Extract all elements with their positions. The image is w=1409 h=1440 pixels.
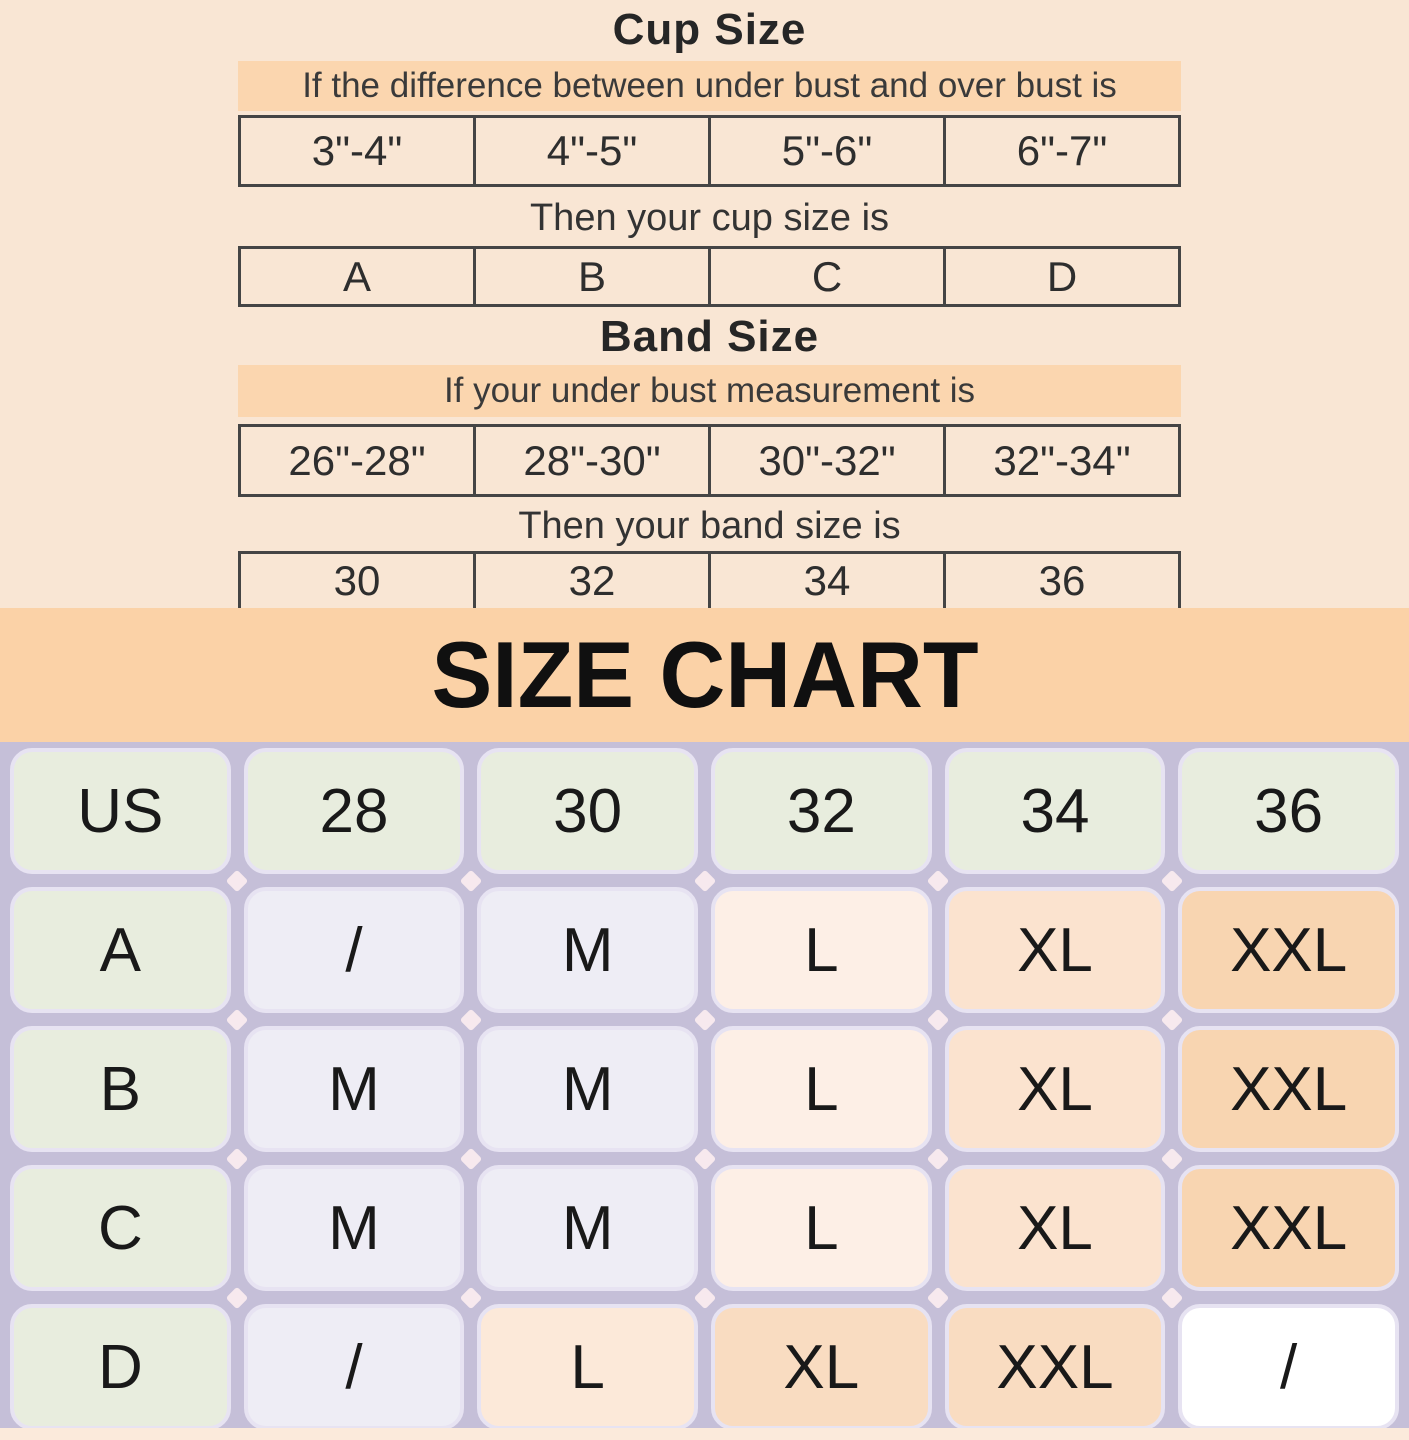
cup-result-cell: C (708, 249, 943, 304)
sparkle-diamond-icon (225, 1147, 249, 1170)
size-cell: XXL (944, 1304, 1166, 1430)
band-size-title: Band Size (599, 312, 820, 361)
size-cell: L (711, 1026, 932, 1152)
sparkle-diamond-icon (225, 1008, 249, 1031)
size-cell: / (243, 1304, 465, 1430)
band-range-cell: 26"-28" (288, 436, 426, 484)
size-cell: XXL (1178, 1165, 1399, 1291)
size-cell: M (477, 887, 698, 1013)
size-cell: L (477, 1304, 698, 1430)
size-cell: / (243, 887, 465, 1013)
cup-range-cell: 3"-4" (311, 127, 403, 174)
cup-size-condition-banner: If the difference between under bust and… (238, 61, 1181, 111)
row-label-cell: C (10, 1165, 231, 1291)
sparkle-diamond-icon (693, 1286, 716, 1309)
row-label-cell: A (10, 887, 231, 1013)
band-result-cell: 36 (943, 554, 1178, 608)
band-size-result-label: Then your band size is (518, 505, 901, 547)
sparkle-diamond-icon (693, 869, 716, 892)
size-header-cell: US (10, 748, 231, 874)
sparkle-diamond-icon (1160, 869, 1184, 892)
cup-range-cell: 4"-5" (473, 118, 708, 184)
sparkle-diamond-icon (926, 1008, 950, 1031)
size-cell: XXL (1178, 1026, 1399, 1152)
size-cell: L (711, 1165, 932, 1291)
sparkle-diamond-icon (225, 1286, 249, 1309)
band-size-result-table: 30 32 34 36 (238, 551, 1181, 611)
sparkle-diamond-icon (459, 869, 483, 892)
sparkle-diamond-icon (926, 1286, 950, 1309)
size-cell: XL (711, 1304, 932, 1430)
band-range-cell: 32"-34" (943, 427, 1178, 494)
sparkle-diamond-icon (693, 1147, 716, 1170)
sparkle-diamond-icon (1160, 1147, 1184, 1170)
size-chart-title: SIZE CHART (430, 622, 979, 727)
sparkle-diamond-icon (459, 1147, 483, 1170)
sparkle-diamond-icon (693, 1008, 716, 1031)
cup-result-cell: D (943, 249, 1178, 304)
row-label-cell: D (10, 1304, 231, 1430)
size-cell: / (1178, 1304, 1399, 1430)
size-cell: M (477, 1165, 698, 1291)
band-result-cell: 30 (333, 557, 381, 604)
cup-size-title: Cup Size (612, 5, 807, 54)
size-chart-banner: SIZE CHART (0, 608, 1409, 742)
size-header-cell: 30 (477, 748, 698, 874)
size-cell: M (477, 1026, 698, 1152)
row-label-cell: B (10, 1026, 231, 1152)
cup-size-result-table: A B C D (238, 246, 1181, 307)
cup-range-cell: 5"-6" (708, 118, 943, 184)
sparkle-diamond-icon (1160, 1286, 1184, 1309)
band-result-cell: 34 (708, 554, 943, 608)
size-cell: XXL (1178, 887, 1399, 1013)
band-range-cell: 28"-30" (473, 427, 708, 494)
band-range-cell: 30"-32" (708, 427, 943, 494)
band-result-cell: 32 (473, 554, 708, 608)
size-grid: US 28 30 32 34 36 A / M L XL XXL B M M L… (0, 742, 1409, 1440)
band-size-range-table: 26"-28" 28"-30" 30"-32" 32"-34" (238, 424, 1181, 497)
size-header-cell: 28 (243, 748, 465, 874)
sparkle-diamond-icon (459, 1008, 483, 1031)
size-cell: XL (944, 1026, 1166, 1152)
cup-size-result-label: Then your cup size is (529, 197, 890, 239)
cup-range-cell: 6"-7" (943, 118, 1178, 184)
size-cell: L (711, 887, 932, 1013)
cup-result-cell: B (473, 249, 708, 304)
band-size-condition-banner: If your under bust measurement is (238, 365, 1181, 417)
sparkle-diamond-icon (926, 869, 950, 892)
size-cell: M (243, 1165, 465, 1291)
size-cell: M (243, 1026, 465, 1152)
cup-result-cell: A (342, 252, 371, 300)
sparkle-diamond-icon (459, 1286, 483, 1309)
sparkle-diamond-icon (225, 869, 249, 892)
sparkle-diamond-icon (926, 1147, 950, 1170)
size-header-cell: 36 (1178, 748, 1399, 874)
cup-size-range-table: 3"-4" 4"-5" 5"-6" 6"-7" (238, 115, 1181, 187)
sparkle-diamond-icon (1160, 1008, 1184, 1031)
size-header-cell: 32 (711, 748, 932, 874)
size-cell: XL (944, 1165, 1166, 1291)
size-cell: XL (944, 887, 1166, 1013)
size-header-cell: 34 (944, 748, 1166, 874)
